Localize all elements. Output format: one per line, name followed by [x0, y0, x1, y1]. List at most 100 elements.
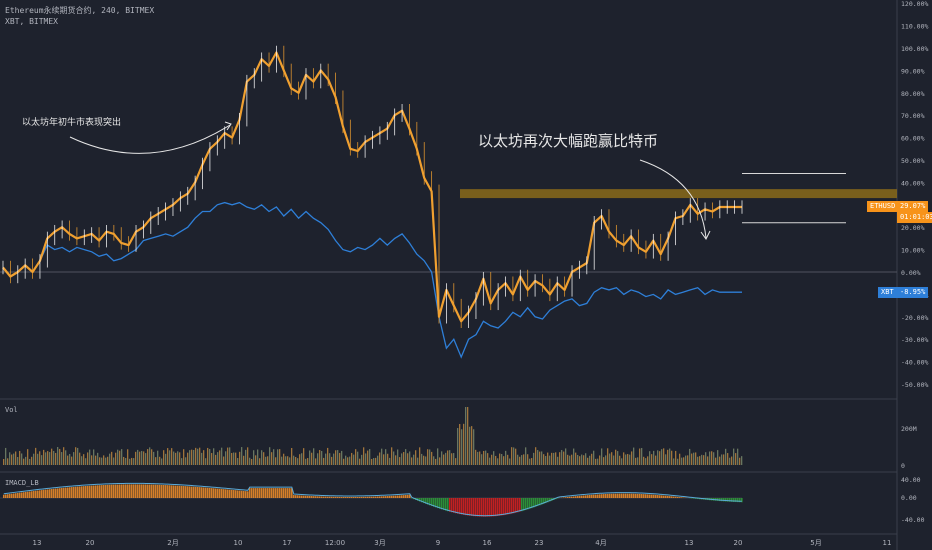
volume-bar: [391, 447, 393, 465]
macd-histogram-bar: [103, 485, 105, 498]
macd-histogram-bar: [469, 498, 471, 516]
volume-bar: [311, 452, 313, 465]
macd-histogram-bar: [355, 496, 357, 498]
volume-bar: [719, 456, 721, 465]
volume-bar: [113, 457, 115, 465]
volume-bar: [235, 452, 237, 465]
volume-bar: [303, 448, 305, 465]
volume-bar: [129, 458, 131, 465]
macd-histogram-bar: [47, 489, 49, 498]
volume-bar: [373, 458, 375, 465]
volume-bar: [153, 451, 155, 465]
macd-histogram-bar: [93, 485, 95, 498]
volume-bar: [323, 457, 325, 465]
volume-bar: [731, 456, 733, 465]
volume-bar: [13, 453, 15, 465]
x-tick-label: 13: [685, 539, 694, 547]
volume-bar: [317, 453, 319, 465]
volume-bar: [425, 456, 427, 465]
volume-bar: [231, 452, 233, 465]
macd-histogram-bar: [189, 486, 191, 498]
volume-bar: [415, 450, 417, 465]
y-tick-label: 70.00%: [901, 112, 925, 120]
macd-histogram-bar: [73, 486, 75, 498]
x-tick-label: 16: [483, 539, 492, 547]
macd-histogram-bar: [583, 495, 585, 498]
volume-bar: [175, 452, 177, 465]
volume-bar: [721, 454, 723, 465]
volume-bar: [309, 450, 311, 465]
macd-histogram-bar: [283, 488, 285, 498]
macd-histogram-bar: [575, 496, 577, 498]
volume-bar: [119, 450, 121, 465]
macd-histogram-bar: [437, 498, 439, 509]
volume-bar: [683, 457, 685, 465]
macd-histogram-bar: [617, 493, 619, 498]
x-tick-label: 11: [883, 539, 892, 547]
macd-histogram-bar: [675, 496, 677, 498]
volume-bar: [709, 451, 711, 465]
macd-histogram-bar: [181, 485, 183, 498]
volume-bar: [159, 456, 161, 465]
volume-bar: [417, 457, 419, 465]
macd-histogram-bar: [353, 496, 355, 498]
macd-histogram-bar: [665, 495, 667, 498]
volume-tick-label: 200M: [901, 425, 917, 433]
macd-histogram-bar: [431, 498, 433, 507]
volume-bar: [581, 454, 583, 465]
volume-bar: [435, 458, 437, 465]
volume-bar: [149, 447, 151, 465]
volume-bar: [725, 448, 727, 465]
eth-countdown-badge: 01:01:03: [897, 212, 932, 223]
volume-bar: [173, 451, 175, 465]
volume-bar: [607, 448, 609, 465]
macd-histogram-bar: [111, 484, 113, 498]
macd-histogram-bar: [101, 485, 103, 498]
macd-histogram-bar: [117, 484, 119, 498]
volume-bar: [707, 456, 709, 465]
volume-bar: [59, 448, 61, 465]
volume-bar: [257, 449, 259, 465]
volume-bar: [81, 456, 83, 465]
x-tick-label: 3月: [374, 539, 385, 547]
volume-bar: [247, 447, 249, 465]
macd-histogram-bar: [245, 491, 247, 498]
volume-bar: [343, 458, 345, 465]
macd-histogram-bar: [177, 485, 179, 498]
volume-bar: [463, 423, 465, 465]
volume-bar: [621, 458, 623, 465]
volume-bar: [423, 455, 425, 465]
volume-bar: [479, 451, 481, 465]
volume-bar: [315, 458, 317, 465]
macd-histogram-bar: [145, 484, 147, 498]
macd-histogram-bar: [127, 484, 129, 498]
volume-bar: [503, 456, 505, 465]
volume-bar: [443, 454, 445, 465]
volume-bar: [407, 453, 409, 465]
volume-bar: [181, 458, 183, 465]
volume-bar: [75, 447, 77, 465]
macd-histogram-bar: [155, 484, 157, 498]
volume-bar: [271, 452, 273, 465]
macd-histogram-bar: [463, 498, 465, 515]
volume-bar: [473, 429, 475, 465]
macd-histogram-bar: [471, 498, 473, 516]
macd-histogram-bar: [603, 494, 605, 498]
y-tick-label: 60.00%: [901, 135, 925, 143]
x-tick-label: 4月: [595, 539, 606, 547]
volume-bar: [527, 454, 529, 465]
volume-bar: [151, 449, 153, 465]
annotation-right: 以太坊再次大幅跑赢比特币: [478, 132, 659, 150]
volume-bar: [11, 454, 13, 465]
volume-bar: [699, 456, 701, 465]
macd-histogram-bar: [435, 498, 437, 508]
macd-histogram-bar: [401, 495, 403, 498]
volume-bar: [41, 455, 43, 465]
macd-histogram-bar: [681, 497, 683, 498]
volume-bar: [565, 448, 567, 465]
macd-histogram-bar: [97, 485, 99, 498]
volume-bar: [617, 451, 619, 465]
volume-bar: [7, 458, 9, 465]
volume-bar: [269, 447, 271, 465]
